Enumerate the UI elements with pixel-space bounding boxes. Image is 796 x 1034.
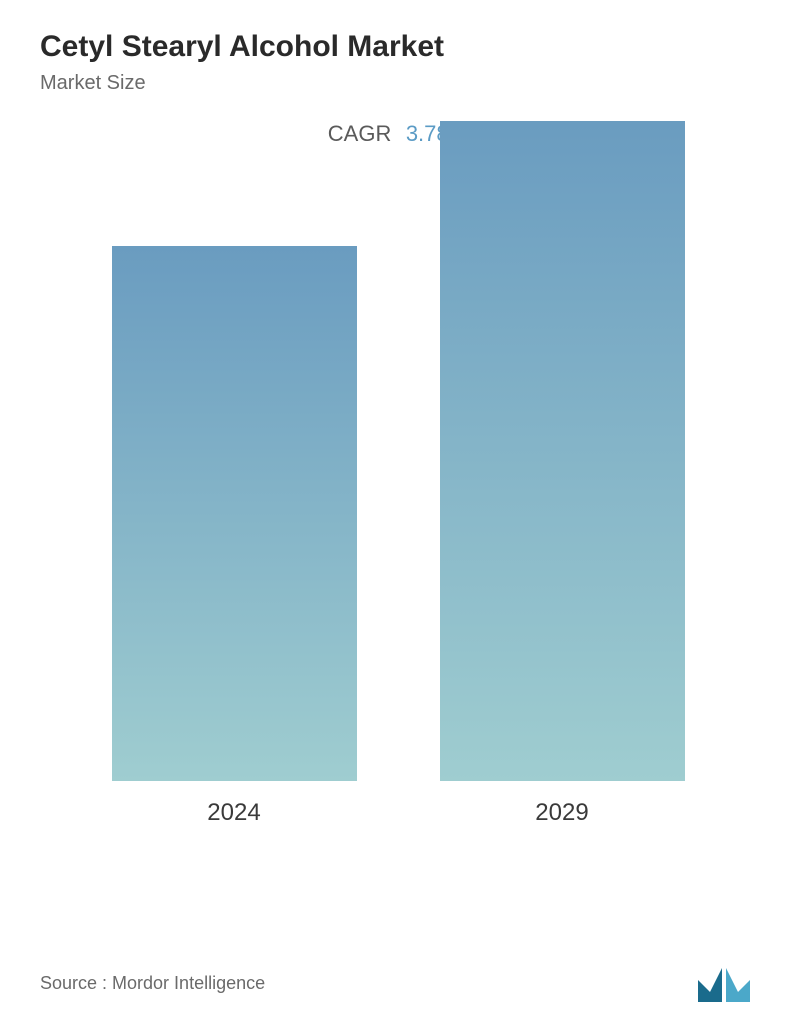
source-text: Source : Mordor Intelligence: [40, 973, 265, 994]
chart-title: Cetyl Stearyl Alcohol Market: [40, 30, 756, 64]
chart-subtitle: Market Size: [40, 72, 756, 95]
logo-icon: [696, 962, 756, 1004]
bar-label-0: 2024: [207, 799, 260, 827]
footer: Source : Mordor Intelligence: [40, 962, 756, 1004]
bar-group-1: 2029: [432, 121, 692, 827]
bars-container: 2024 2029: [40, 167, 756, 827]
bar-0: [112, 246, 357, 781]
bar-label-1: 2029: [535, 799, 588, 827]
bar-group-0: 2024: [104, 246, 364, 827]
chart-area: 2024 2029: [40, 167, 756, 867]
cagr-label: CAGR: [328, 121, 392, 146]
bar-1: [440, 121, 685, 781]
